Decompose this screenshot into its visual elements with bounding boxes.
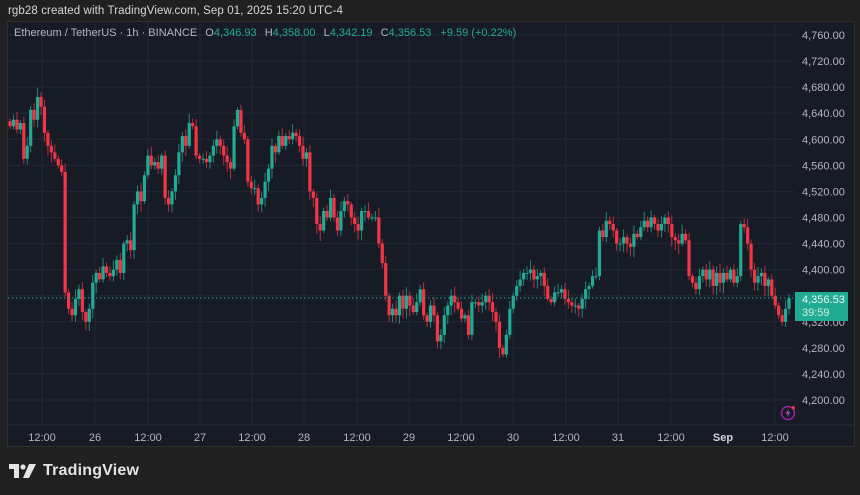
svg-text:4,200.00: 4,200.00 xyxy=(802,395,845,407)
svg-text:12:00: 12:00 xyxy=(761,432,789,444)
svg-text:12:00: 12:00 xyxy=(343,432,371,444)
open-label: O xyxy=(205,27,214,39)
svg-text:4,640.00: 4,640.00 xyxy=(802,108,845,120)
svg-text:4,720.00: 4,720.00 xyxy=(802,56,845,68)
last-price: 4,356.53 xyxy=(802,294,845,306)
svg-text:4,600.00: 4,600.00 xyxy=(802,134,845,146)
svg-text:12:00: 12:00 xyxy=(134,432,162,444)
svg-text:28: 28 xyxy=(298,432,310,444)
svg-text:4,760.00: 4,760.00 xyxy=(802,30,845,42)
svg-text:27: 27 xyxy=(194,432,206,444)
symbol-legend: Ethereum / TetherUS · 1h · BINANCE O4,34… xyxy=(14,27,516,39)
change-value: +9.59 (+0.22%) xyxy=(440,27,517,39)
svg-text:4,480.00: 4,480.00 xyxy=(802,213,845,225)
high-label: H xyxy=(264,27,273,39)
brand-name: TradingView xyxy=(43,462,140,479)
svg-text:4,280.00: 4,280.00 xyxy=(802,343,845,355)
svg-text:4,400.00: 4,400.00 xyxy=(802,265,845,277)
last-price-tag: 4,356.53 39:59 xyxy=(795,292,848,321)
svg-text:4,680.00: 4,680.00 xyxy=(802,82,845,94)
svg-text:30: 30 xyxy=(507,432,519,444)
tradingview-logo-icon xyxy=(9,464,36,478)
svg-text:12:00: 12:00 xyxy=(238,432,266,444)
svg-text:12:00: 12:00 xyxy=(447,432,475,444)
close-value: 4,356.53 xyxy=(388,27,432,39)
svg-text:26: 26 xyxy=(89,432,101,444)
svg-text:12:00: 12:00 xyxy=(28,432,56,444)
svg-text:4,520.00: 4,520.00 xyxy=(802,186,845,198)
svg-text:4,560.00: 4,560.00 xyxy=(802,160,845,172)
symbol-name: Ethereum / TetherUS · 1h · BINANCE xyxy=(14,27,198,39)
tradingview-logo: TradingView xyxy=(9,462,139,480)
close-label: C xyxy=(380,27,389,39)
svg-text:12:00: 12:00 xyxy=(657,432,685,444)
chart-caption: rgb28 created with TradingView.com, Sep … xyxy=(8,5,344,17)
svg-text:31: 31 xyxy=(612,432,624,444)
alert-bolt-icon[interactable] xyxy=(780,405,796,421)
low-value: 4,342.19 xyxy=(329,27,373,39)
svg-text:Sep: Sep xyxy=(713,432,733,444)
svg-text:12:00: 12:00 xyxy=(552,432,580,444)
svg-text:29: 29 xyxy=(403,432,415,444)
low-label: L xyxy=(323,27,330,39)
svg-text:4,240.00: 4,240.00 xyxy=(802,369,845,381)
open-value: 4,346.93 xyxy=(213,27,257,39)
high-value: 4,358.00 xyxy=(272,27,316,39)
svg-text:4,440.00: 4,440.00 xyxy=(802,239,845,251)
bar-countdown: 39:59 xyxy=(802,307,830,319)
